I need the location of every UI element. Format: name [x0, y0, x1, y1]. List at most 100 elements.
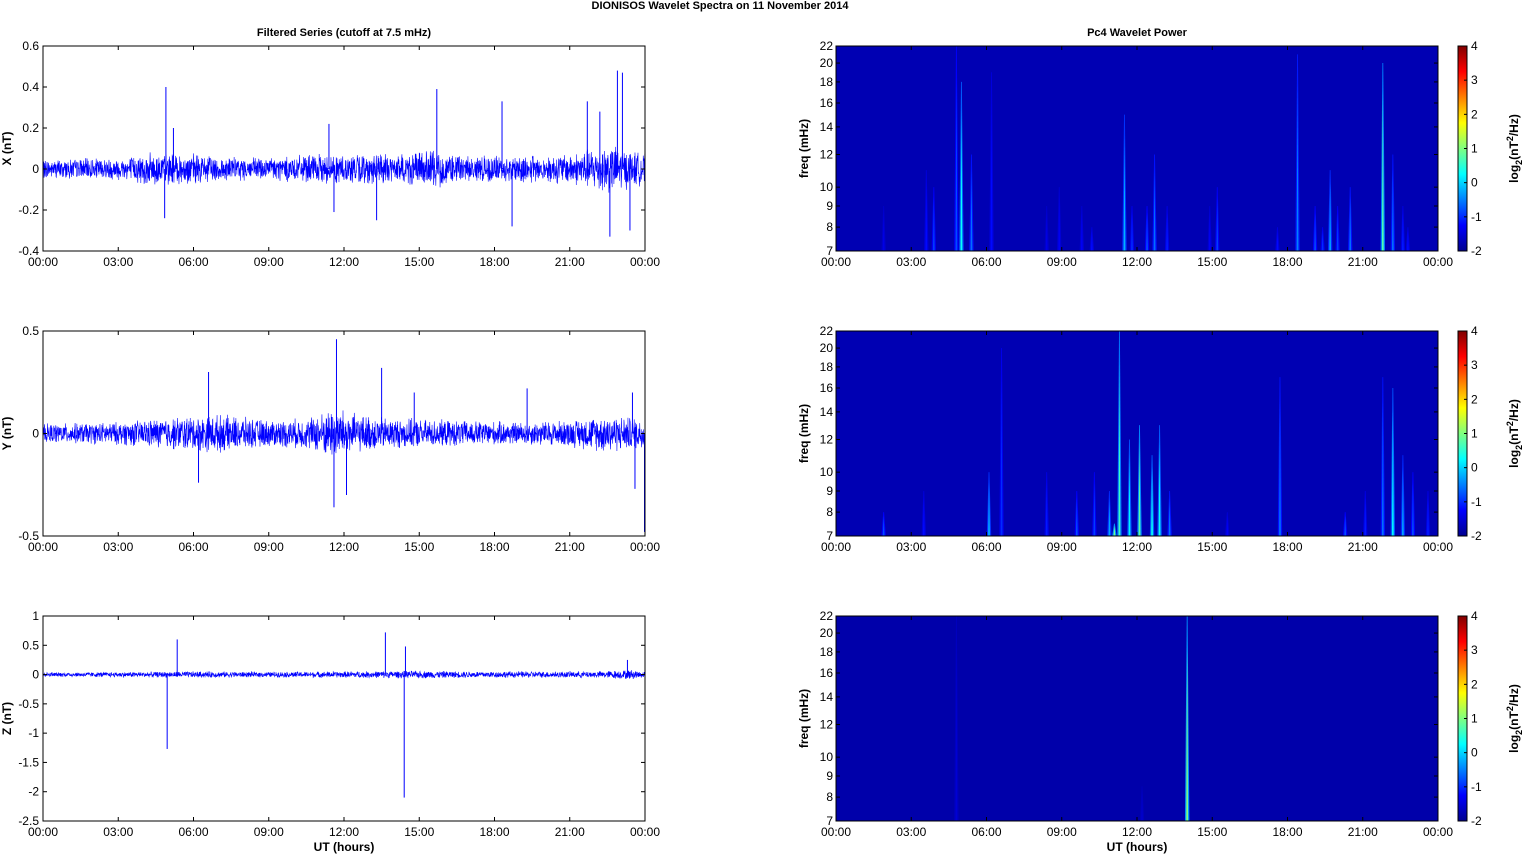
colorbar-label: log2(nT2/Hz): [1505, 399, 1524, 468]
plot-area: [43, 46, 645, 251]
power-streak: [1045, 212, 1048, 251]
x-tick-label: 12:00: [1122, 825, 1152, 839]
y-tick-label: 14: [820, 405, 834, 419]
power-streak: [1381, 400, 1384, 536]
power-streak: [988, 481, 990, 536]
left-column-title: Filtered Series (cutoff at 7.5 mHz): [257, 27, 432, 39]
y-axis-label: freq (mHz): [797, 689, 811, 748]
colorbar-tick-label: 1: [1471, 427, 1478, 441]
power-streak: [925, 182, 928, 251]
power-streak: [1314, 212, 1316, 251]
colorbar-tick-label: 4: [1471, 324, 1478, 338]
y-tick-label: 20: [820, 56, 834, 70]
y-tick-label: 0: [32, 427, 39, 441]
y-tick-label: 12: [820, 718, 834, 732]
x-tick-label: 06:00: [178, 540, 208, 554]
x-tick-label: 12:00: [329, 540, 359, 554]
y-tick-label: 16: [820, 381, 834, 395]
y-tick-label: 10: [820, 465, 834, 479]
y-tick-label: 8: [826, 220, 833, 234]
power-streak: [1276, 230, 1279, 251]
x-tick-label: 15:00: [404, 825, 434, 839]
power-streak: [1349, 196, 1352, 251]
y-axis-label: freq (mHz): [797, 404, 811, 463]
power-streak: [1401, 467, 1404, 536]
x-tick-label: 06:00: [178, 825, 208, 839]
power-streak: [1364, 497, 1367, 536]
colorbar-tick-label: 1: [1471, 712, 1478, 726]
power-streak: [1336, 212, 1339, 251]
colorbar-label: log2(nT2/Hz): [1505, 684, 1524, 753]
power-streak: [1208, 212, 1211, 251]
x-axis-label: UT (hours): [1107, 840, 1168, 854]
x-tick-label: 15:00: [1197, 825, 1227, 839]
x-tick-label: 09:00: [254, 255, 284, 269]
power-background: [836, 331, 1438, 536]
y-tick-label: 14: [820, 690, 834, 704]
x-tick-label: 18:00: [1272, 255, 1302, 269]
y-tick-label: -1: [28, 726, 39, 740]
y-tick-label: -2.5: [18, 814, 39, 828]
power-streak: [1128, 453, 1131, 536]
x-tick-label: 03:00: [896, 540, 926, 554]
x-tick-label: 00:00: [821, 825, 851, 839]
power-streak: [1146, 212, 1148, 251]
power-streak: [1153, 168, 1156, 251]
y-tick-label: 0.6: [22, 39, 39, 53]
power-streak: [1344, 515, 1347, 536]
colorbar-tick-label: -1: [1471, 210, 1482, 224]
y-tick-label: 16: [820, 666, 834, 680]
x-tick-label: 09:00: [254, 540, 284, 554]
y-tick-label: 9: [826, 199, 833, 213]
power-streak: [1226, 515, 1229, 536]
x-tick-label: 18:00: [1272, 540, 1302, 554]
z-series-panel: -2.5 -2 -1.5 -1 -0.5 0 0.5 1 Z (nT) 00:00 03:00 06:…: [0, 609, 660, 854]
colorbar-tick-label: 3: [1471, 643, 1478, 657]
colorbar-tick-label: 0: [1471, 461, 1478, 475]
x-tick-label: 00:00: [821, 540, 851, 554]
power-streak: [1090, 230, 1093, 251]
y-axis-label: X (nT): [0, 132, 14, 166]
x-tick-label: 03:00: [896, 255, 926, 269]
x-tick-label: 21:00: [555, 255, 585, 269]
figure-title: DIONISOS Wavelet Spectra on 11 November …: [592, 0, 850, 12]
power-streak: [1113, 525, 1116, 536]
power-streak: [1141, 791, 1143, 821]
colorbar-tick-label: 3: [1471, 73, 1478, 87]
power-streak: [1138, 441, 1141, 536]
series-trace: [42, 410, 646, 455]
y-axis-label: freq (mHz): [797, 119, 811, 178]
power-streak: [1407, 230, 1409, 251]
y-tick-label: 12: [820, 433, 834, 447]
power-streak: [1216, 196, 1219, 251]
x-tick-label: 03:00: [103, 825, 133, 839]
x-series-panel: -0.4 -0.2 0 0.2 0.4 0.6 X (nT) 00:00 03:00 06:00 0…: [0, 39, 660, 269]
y-tick-label: 22: [820, 324, 834, 338]
x-tick-label: 12:00: [1122, 255, 1152, 269]
x-tick-label: 06:00: [178, 255, 208, 269]
y-tick-label: 22: [820, 609, 834, 623]
x-tick-label: 12:00: [1122, 540, 1152, 554]
colorbar-tick-label: 2: [1471, 392, 1478, 406]
y-tick-label: -0.4: [18, 244, 39, 258]
power-streak: [1151, 467, 1153, 536]
power-streak: [1321, 230, 1324, 251]
x-tick-label: 21:00: [555, 825, 585, 839]
x-tick-label: 03:00: [896, 825, 926, 839]
y-tick-label: 7: [826, 244, 833, 258]
power-streak: [1000, 376, 1003, 536]
x-tick-label: 00:00: [28, 540, 58, 554]
x-tick-label: 18:00: [479, 825, 509, 839]
x-tick-label: 18:00: [1272, 825, 1302, 839]
power-streak: [1168, 497, 1171, 536]
y-tick-label: 22: [820, 39, 834, 53]
x-tick-label: 00:00: [1423, 255, 1453, 269]
y-series-panel: -0.5 0 0.5 Y (nT) 00:00 03:00 06:00 09:00 12:00 1…: [0, 324, 660, 554]
x-tick-label: 00:00: [1423, 825, 1453, 839]
y-tick-label: 10: [820, 180, 834, 194]
power-streak: [960, 107, 963, 252]
power-streak: [1401, 212, 1404, 251]
x-tick-label: 12:00: [329, 255, 359, 269]
power-streak: [1279, 400, 1281, 536]
power-streak: [1381, 91, 1384, 251]
